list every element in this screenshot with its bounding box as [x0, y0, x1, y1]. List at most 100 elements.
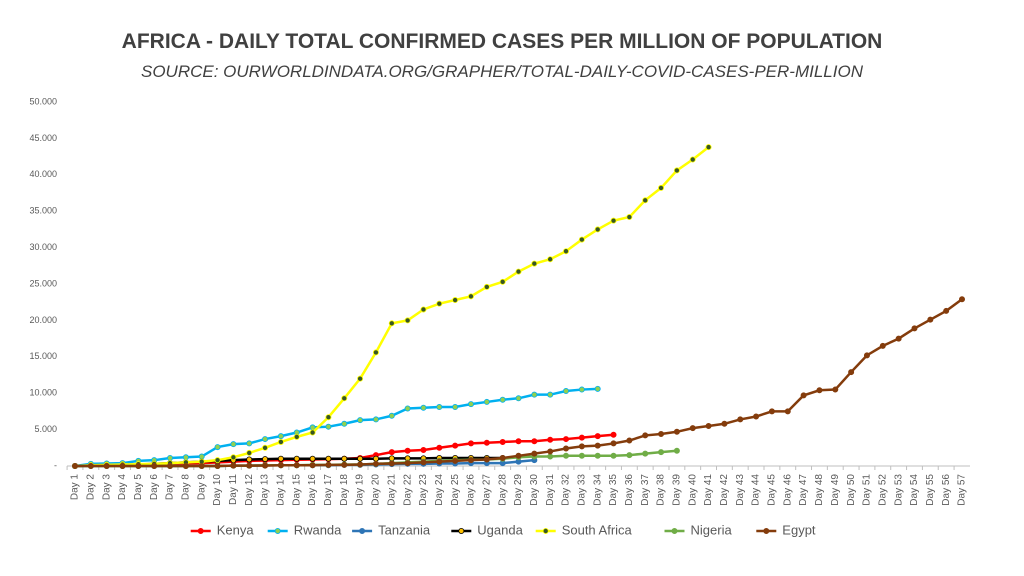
x-tick-label: Day 10: [212, 474, 223, 506]
data-point: [594, 442, 601, 449]
data-point: [452, 442, 459, 449]
data-point: [262, 436, 269, 443]
x-tick-label: Day 4: [117, 474, 128, 501]
data-point: [467, 440, 474, 447]
legend-marker: [197, 528, 204, 535]
x-tick-label: Day 53: [893, 474, 904, 506]
data-point: [246, 449, 253, 456]
data-point: [626, 452, 633, 459]
x-tick-label: Day 26: [466, 474, 477, 506]
data-point: [293, 455, 300, 462]
x-tick-label: Day 31: [545, 474, 556, 506]
data-point: [404, 317, 411, 324]
y-tick-label: 45.000: [29, 133, 57, 143]
x-tick-label: Day 37: [640, 474, 651, 506]
legend-marker: [359, 528, 366, 535]
chart-subtitle: SOURCE: OURWORLDINDATA.ORG/GRAPHER/TOTAL…: [141, 62, 864, 81]
data-point: [436, 404, 443, 411]
data-point: [531, 450, 538, 457]
x-tick-label: Day 21: [386, 474, 397, 506]
data-point: [515, 438, 522, 445]
data-point: [911, 325, 918, 332]
data-point: [594, 452, 601, 459]
data-point: [959, 296, 966, 303]
legend-marker: [274, 528, 281, 535]
data-point: [388, 460, 395, 467]
data-point: [531, 260, 538, 267]
x-tick-label: Day 46: [782, 474, 793, 506]
data-point: [262, 444, 269, 451]
data-point: [372, 460, 379, 467]
data-point: [198, 453, 205, 460]
y-tick-label: 30.000: [29, 242, 57, 252]
data-point: [531, 438, 538, 445]
data-point: [388, 412, 395, 419]
legend-label: Rwanda: [294, 522, 342, 537]
data-point: [515, 268, 522, 275]
data-point: [230, 441, 237, 448]
data-point: [673, 167, 680, 174]
x-tick-label: Day 24: [434, 474, 445, 506]
data-point: [563, 452, 570, 459]
data-point: [357, 417, 364, 424]
x-tick-label: Day 50: [846, 474, 857, 506]
data-point: [230, 462, 237, 469]
data-point: [309, 429, 316, 436]
data-point: [499, 396, 506, 403]
data-point: [689, 156, 696, 163]
data-point: [293, 462, 300, 469]
x-tick-label: Day 41: [703, 474, 714, 506]
data-point: [721, 420, 728, 427]
data-point: [547, 256, 554, 263]
x-tick-label: Day 29: [513, 474, 524, 506]
data-point: [262, 462, 269, 469]
data-point: [658, 449, 665, 456]
x-tick-label: Day 19: [355, 474, 366, 506]
x-tick-label: Day 34: [592, 474, 603, 506]
data-point: [594, 226, 601, 233]
data-point: [325, 414, 332, 421]
data-point: [594, 385, 601, 392]
x-tick-label: Day 23: [418, 474, 429, 506]
x-tick-label: Day 45: [767, 474, 778, 506]
data-point: [167, 454, 174, 461]
data-point: [737, 416, 744, 423]
data-point: [879, 342, 886, 349]
data-point: [800, 392, 807, 399]
x-tick-label: Day 11: [228, 474, 239, 505]
data-point: [753, 413, 760, 420]
data-point: [547, 453, 554, 460]
x-tick-label: Day 3: [101, 474, 112, 501]
data-point: [151, 462, 158, 469]
data-point: [563, 248, 570, 255]
chart-title: AFRICA - DAILY TOTAL CONFIRMED CASES PER…: [122, 30, 883, 53]
x-tick-label: Day 1: [70, 474, 81, 501]
x-tick-label: Day 22: [402, 474, 413, 506]
x-tick-label: Day 33: [576, 474, 587, 506]
x-tick-label: Day 51: [862, 474, 873, 506]
data-point: [626, 437, 633, 444]
data-point: [357, 375, 364, 382]
data-point: [768, 408, 775, 415]
x-tick-label: Day 16: [307, 474, 318, 506]
x-tick-label: Day 56: [941, 474, 952, 506]
data-point: [357, 455, 364, 462]
data-point: [515, 452, 522, 459]
data-point: [436, 444, 443, 451]
data-point: [483, 283, 490, 290]
data-point: [642, 450, 649, 457]
data-point: [642, 432, 649, 439]
data-point: [262, 456, 269, 463]
data-point: [452, 297, 459, 304]
data-point: [578, 443, 585, 450]
data-point: [673, 447, 680, 454]
data-point: [277, 455, 284, 462]
data-point: [594, 433, 601, 440]
data-point: [167, 462, 174, 469]
data-point: [420, 459, 427, 466]
data-point: [214, 444, 221, 451]
data-point: [578, 236, 585, 243]
x-tick-label: Day 44: [751, 474, 762, 506]
data-point: [420, 404, 427, 411]
data-point: [246, 456, 253, 463]
